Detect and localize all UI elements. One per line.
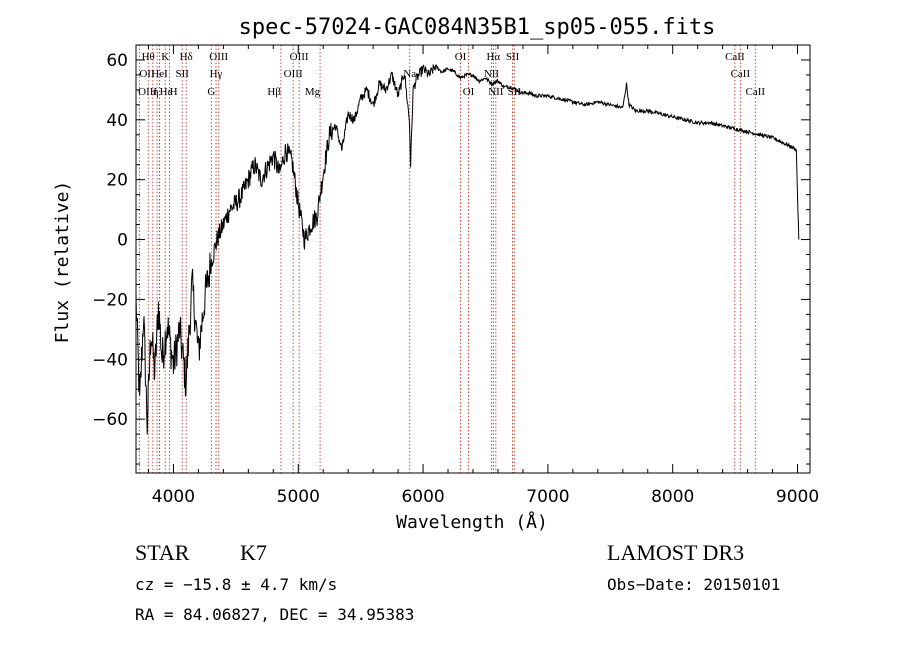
x-tick-label: 7000 bbox=[526, 487, 569, 507]
redshift-text: cz = −15.8 ± 4.7 km/s bbox=[135, 575, 337, 594]
x-axis: 4000 5000 6000 7000 8000 9000 bbox=[147, 45, 819, 507]
y-tick-label: 60 bbox=[106, 51, 128, 71]
spectral-line-label: G bbox=[207, 86, 215, 98]
y-tick-label: 40 bbox=[106, 111, 128, 131]
spectral-line-label: OIII bbox=[290, 51, 309, 63]
y-tick-label: 0 bbox=[117, 231, 128, 251]
y-tick-label: −60 bbox=[92, 410, 128, 430]
spectral-line-label: OII bbox=[139, 68, 155, 80]
y-axis: −60 −40 −20 0 20 40 60 bbox=[92, 44, 810, 465]
x-tick-label: 8000 bbox=[651, 487, 694, 507]
spectral-line-label: OI bbox=[463, 86, 475, 98]
spectral-line-label: Hδ bbox=[180, 51, 193, 63]
x-tick-label: 6000 bbox=[401, 487, 444, 507]
spectral-line-label: Na bbox=[403, 68, 416, 80]
spectral-line-label: Hθ bbox=[142, 51, 155, 63]
y-axis-label: Flux (relative) bbox=[52, 181, 73, 344]
spectral-line-label: CaII bbox=[746, 86, 766, 98]
spectral-line-label: Hβ bbox=[267, 86, 281, 98]
spectral-line-label: CaII bbox=[731, 68, 751, 80]
spectral-line-label: η bbox=[153, 86, 159, 98]
spectral-line-label: OIII bbox=[284, 68, 303, 80]
obs-date-text: Obs−Date: 20150101 bbox=[607, 575, 780, 594]
spectral-line-label: Hε bbox=[160, 86, 173, 98]
x-tick-label: 5000 bbox=[277, 487, 320, 507]
spectral-line-markers bbox=[138, 45, 756, 473]
object-subclass: K7 bbox=[240, 540, 267, 565]
spectral-line-label: Hγ bbox=[210, 68, 223, 80]
x-tick-label: 4000 bbox=[152, 487, 195, 507]
spectral-line-label: NII bbox=[488, 86, 504, 98]
spectral-line-label: SII bbox=[506, 51, 520, 63]
spectral-line-label: HeI bbox=[151, 68, 168, 80]
spectral-line-label: Hα bbox=[486, 51, 500, 63]
spectral-line-label: NII bbox=[484, 68, 500, 80]
survey-name: LAMOST DR3 bbox=[607, 540, 744, 565]
y-tick-label: 20 bbox=[106, 171, 128, 191]
spectral-line-label: CaII bbox=[725, 51, 745, 63]
x-tick-label: 9000 bbox=[776, 487, 819, 507]
spectrum-series-line bbox=[135, 64, 800, 435]
chart-title: spec-57024-GAC084N35B1_sp05-055.fits bbox=[239, 15, 716, 40]
spectral-line-label: OIII bbox=[138, 86, 157, 98]
x-axis-label: Wavelength (Å) bbox=[396, 511, 548, 533]
spectral-line-label: SII bbox=[175, 68, 189, 80]
y-tick-label: −40 bbox=[92, 350, 128, 370]
coordinates-text: RA = 84.06827, DEC = 34.95383 bbox=[135, 605, 414, 624]
spectral-line-label: OIII bbox=[209, 51, 228, 63]
spectral-line-label: H bbox=[170, 86, 178, 98]
spectral-line-label: K bbox=[161, 51, 169, 63]
y-tick-label: −20 bbox=[92, 290, 128, 310]
spectral-line-label: Mg bbox=[305, 86, 321, 98]
plot-frame bbox=[135, 44, 811, 474]
spectral-line-label: OI bbox=[455, 51, 467, 63]
object-class: STAR bbox=[135, 540, 190, 565]
